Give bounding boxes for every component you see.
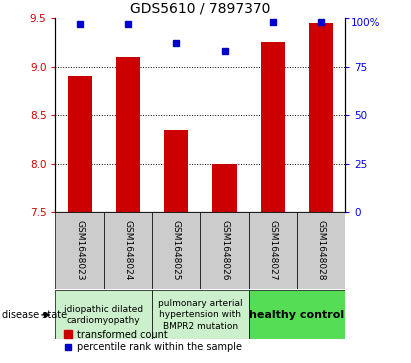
Text: GSM1648027: GSM1648027 [268,220,277,281]
Bar [55,212,104,289]
Bar [67,76,92,212]
Bar [212,164,237,212]
Title: GDS5610 / 7897370: GDS5610 / 7897370 [130,1,270,16]
Text: idiopathic dilated
cardiomyopathy: idiopathic dilated cardiomyopathy [64,305,143,325]
Legend: transformed count, percentile rank within the sample: transformed count, percentile rank withi… [60,326,246,356]
Text: GSM1648025: GSM1648025 [172,220,181,281]
Bar [104,212,152,289]
Bar [200,212,249,289]
Bar [55,290,152,339]
Bar [297,212,345,289]
Text: GSM1648023: GSM1648023 [75,220,84,281]
Bar [249,212,297,289]
Text: pulmonary arterial
hypertension with
BMPR2 mutation: pulmonary arterial hypertension with BMP… [158,299,242,330]
Bar [152,290,249,339]
Text: GSM1648028: GSM1648028 [316,220,326,281]
Bar [249,290,345,339]
Text: disease state: disease state [2,310,67,320]
Bar [164,130,188,212]
Text: 100%: 100% [351,18,381,28]
Bar [116,57,140,212]
Bar [261,42,285,212]
Bar [309,23,333,212]
Bar [152,212,200,289]
Text: healthy control: healthy control [249,310,344,320]
Text: GSM1648026: GSM1648026 [220,220,229,281]
Text: GSM1648024: GSM1648024 [123,220,132,281]
